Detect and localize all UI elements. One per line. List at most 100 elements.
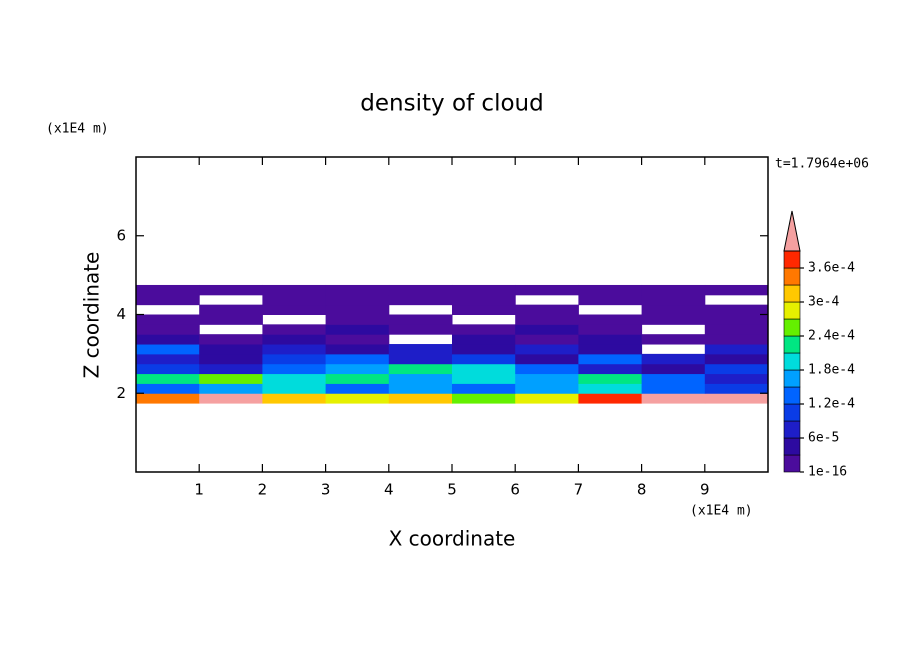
field-cell [388,363,453,375]
y-axis-label: Z coordinate [80,252,104,379]
x-tick-label: 3 [321,481,331,499]
field-cell [199,304,263,315]
field-cell [452,294,516,306]
field-cell [136,344,200,355]
field-cell [641,383,706,394]
field-cell [262,353,327,365]
colorbar-band [783,318,801,337]
field-cell [136,334,200,345]
x-tick-label: 1 [194,481,204,499]
field-cell [136,363,200,375]
colorbar-band [783,403,801,422]
colorbar: 1e-16 6e-5 1.2e-4 1.8e-4 2.4e-4 3e-4 3.6e-4 [783,210,855,480]
field-cell [704,304,769,315]
field-cell [388,324,453,335]
field-cell [641,304,706,315]
field-cell [136,373,200,384]
field-cell [704,344,769,355]
x-tick-label: 2 [258,481,268,499]
field-cell [452,284,516,296]
colorbar-band [783,386,801,405]
x-tick-label: 6 [510,481,520,499]
field-cell [641,363,706,375]
field-cell [452,304,516,315]
colorbar-band [783,284,801,303]
field-cell [641,334,706,345]
y-unit: (x1E4 m) [46,122,109,137]
field-cell [388,353,453,365]
colorbar-band [783,352,801,371]
field-cell [515,383,579,394]
field-cell [704,373,769,384]
field-cell [704,353,769,365]
field-cell [704,334,769,345]
field-cell [641,314,706,325]
field-cell [515,304,579,315]
field-cell [325,393,390,404]
colorbar-band [783,369,801,388]
field-cell [136,284,200,296]
field-cell [199,334,263,345]
field-cell [388,344,453,355]
field-cell [515,393,579,404]
field-cell [325,294,390,306]
field-cell [452,324,516,335]
field-cell [325,334,390,345]
field-cell [262,284,327,296]
chart-title: density of cloud [360,91,543,117]
field-cell [325,373,390,384]
field-cell [578,353,643,365]
colorbar-band [783,250,801,269]
field-cell [262,334,327,345]
colorbar-band [783,437,801,456]
colorbar-band [783,335,801,354]
field-cell [325,314,390,325]
field-cell [704,393,769,404]
field-cell [515,324,579,335]
y-tick-label: 2 [116,384,126,402]
y-tick-label: 6 [116,226,126,244]
field-cell [704,363,769,375]
field-cell [578,363,643,375]
field-cell [452,373,516,384]
field-cell [325,344,390,355]
field-cell [199,393,263,404]
field-cell [452,393,516,404]
colorbar-band [783,301,801,320]
field-cell [641,294,706,306]
field-cell [325,363,390,375]
field-cell [136,383,200,394]
field-cell [136,314,200,325]
x-tick-label: 9 [700,481,710,499]
colorbar-tick-label: 2.4e-4 [808,329,855,344]
colorbar-tick-label: 1.2e-4 [808,397,855,412]
field-cell [325,353,390,365]
field-cell [136,353,200,365]
colorbar-band [783,420,801,439]
colorbar-band [783,267,801,286]
field-cell [325,284,390,296]
field-cell [515,353,579,365]
field-cell [641,284,706,296]
field-cell [262,304,327,315]
field-cell [452,344,516,355]
field-cell [452,334,516,345]
colorbar-tick-label: 1e-16 [808,465,847,480]
field-cell [199,284,263,296]
field-cell [199,344,263,355]
field-cell [452,353,516,365]
colorbar-extension [783,210,801,252]
field-cell [262,373,327,384]
axes: 1 2 3 4 5 6 7 8 9 2 4 6 [116,156,769,499]
field-cell [578,373,643,384]
field-cell [515,314,579,325]
field-cell [515,334,579,345]
field-cell [578,294,643,306]
field-cell [578,334,643,345]
field-cell [388,314,453,325]
x-unit: (x1E4 m) [690,504,753,519]
field-cell [641,353,706,365]
field-cell [578,284,643,296]
time-label: t=1.7964e+06 [775,157,869,172]
field [136,284,769,404]
